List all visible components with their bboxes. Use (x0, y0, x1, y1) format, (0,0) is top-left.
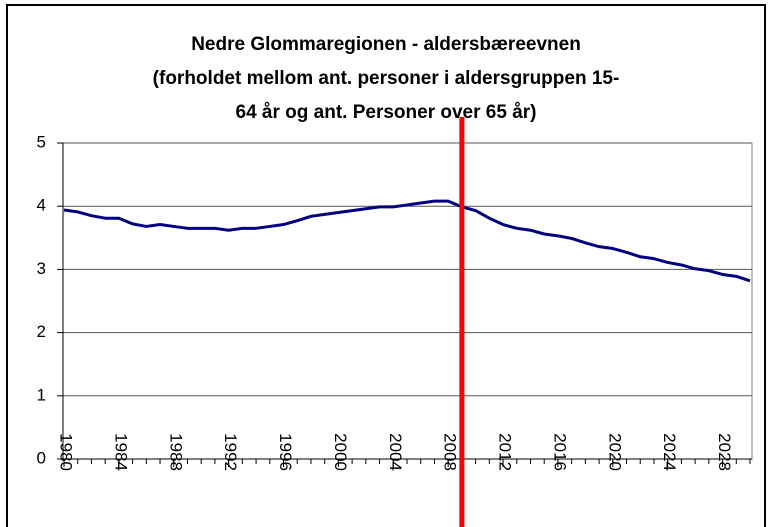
x-tick-label: 2012 (496, 433, 515, 471)
y-tick-label: 4 (37, 196, 46, 215)
x-tick-label: 1984 (111, 433, 130, 471)
y-tick-label: 2 (37, 322, 46, 341)
x-tick-label: 1996 (276, 433, 295, 471)
chart-frame (6, 4, 766, 527)
x-tick-label: 2028 (715, 433, 734, 471)
y-tick-label: 0 (37, 448, 46, 467)
y-tick-label: 3 (37, 259, 46, 278)
chart-title: 64 år og ant. Personer over 65 år) (236, 102, 537, 123)
x-tick-label: 2020 (605, 433, 624, 471)
data-line (63, 199, 751, 283)
chart-title: (forholdet mellom ant. personer i alders… (153, 68, 620, 89)
x-tick-label: 2004 (386, 433, 405, 471)
chart-title: Nedre Glommaregionen - aldersbæreevnen (191, 34, 581, 55)
x-tick-label: 2008 (441, 433, 460, 471)
x-tick-label: 1988 (166, 433, 185, 471)
x-tick-label: 2024 (660, 433, 679, 471)
y-tick-label: 1 (37, 385, 46, 404)
x-tick-label: 2000 (331, 433, 350, 471)
x-tick-label: 1980 (57, 433, 76, 471)
x-tick-label: 1992 (221, 433, 240, 471)
y-tick-label: 5 (37, 132, 46, 151)
x-tick-label: 2016 (550, 433, 569, 471)
plot-area (62, 142, 753, 460)
